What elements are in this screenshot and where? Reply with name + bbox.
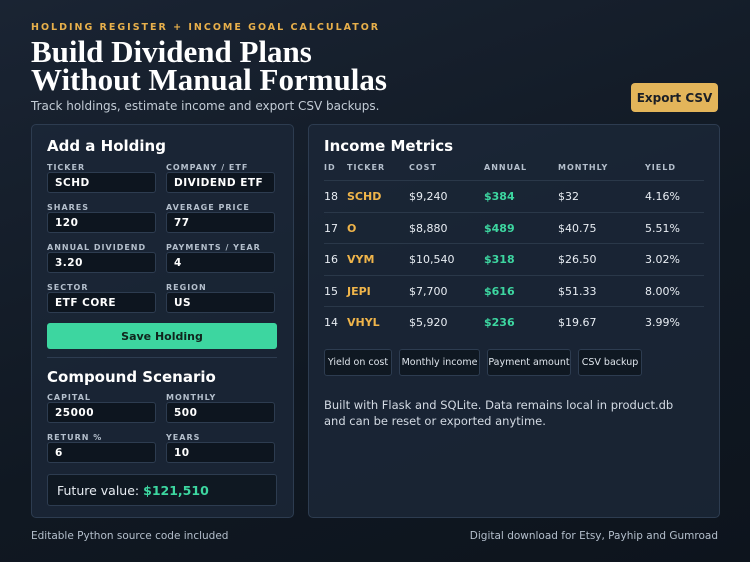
- metric-tab[interactable]: Yield on cost: [324, 349, 392, 376]
- field-input[interactable]: US: [166, 292, 275, 313]
- save-button[interactable]: Save Holding: [47, 323, 277, 349]
- table-cell: 16: [324, 253, 338, 266]
- table-cell: $7,700: [409, 284, 448, 298]
- field-label: MONTHLY: [166, 393, 217, 402]
- metric-tab[interactable]: Payment amount: [487, 349, 571, 376]
- field-label: SECTOR: [47, 283, 89, 292]
- field-input[interactable]: 77: [166, 212, 275, 233]
- row-divider: [324, 274, 704, 276]
- table-cell: O: [347, 221, 357, 235]
- table-cell: JEPI: [347, 284, 371, 298]
- table-cell: 3.99%: [645, 316, 680, 329]
- field-input[interactable]: 120: [47, 212, 156, 233]
- column-header: COST: [409, 163, 437, 172]
- table-cell: $10,540: [409, 253, 455, 266]
- result-box: Future value: $121,510: [47, 474, 277, 506]
- title-line: Without Manual Formulas: [31, 62, 387, 97]
- row-divider: [324, 243, 704, 244]
- field-label: COMPANY / ETF: [166, 163, 249, 172]
- field-input[interactable]: ETF CORE: [47, 292, 156, 313]
- field-input[interactable]: 6: [47, 442, 156, 463]
- table-cell: $489: [484, 221, 515, 235]
- field-label: ANNUAL DIVIDEND: [47, 243, 147, 252]
- field-input[interactable]: 25000: [47, 402, 156, 423]
- field-label: REGION: [166, 283, 207, 292]
- table-cell: $32: [558, 190, 579, 203]
- table-cell: VHYL: [347, 316, 380, 329]
- export-button[interactable]: Export CSV: [631, 83, 718, 112]
- column-header: ID: [324, 163, 336, 172]
- column-header: TICKER: [347, 163, 386, 172]
- field-label: SHARES: [47, 203, 90, 212]
- table-cell: 5.51%: [645, 221, 680, 235]
- field-label: RETURN %: [47, 433, 103, 442]
- field-input[interactable]: 4: [166, 252, 275, 273]
- table-cell: SCHD: [347, 190, 382, 203]
- metric-tab[interactable]: CSV backup: [578, 349, 642, 376]
- column-header: MONTHLY: [558, 163, 609, 172]
- row-divider: [324, 211, 704, 213]
- result-label: Future value:: [57, 482, 140, 498]
- table-cell: $5,920: [409, 316, 448, 329]
- form-title: Add a Holding: [47, 137, 166, 155]
- table-cell: 4.16%: [645, 190, 680, 203]
- divider: [47, 357, 277, 358]
- result-value: $121,510: [143, 482, 209, 498]
- field-input[interactable]: DIVIDEND ETF: [166, 172, 275, 193]
- table-cell: 18: [324, 190, 338, 203]
- table-cell: $9,240: [409, 190, 448, 203]
- note: Built with Flask and SQLite. Data remain…: [324, 398, 674, 428]
- metric-tab[interactable]: Monthly income: [399, 349, 480, 376]
- footer-right: Digital download for Etsy, Payhip and Gu…: [469, 530, 718, 542]
- row-divider: [324, 306, 704, 307]
- field-label: TICKER: [47, 163, 86, 172]
- field-label: CAPITAL: [47, 393, 92, 402]
- table-cell: $616: [484, 284, 515, 298]
- subtitle: Track holdings, estimate income and expo…: [31, 99, 380, 113]
- compound-title: Compound Scenario: [47, 368, 216, 386]
- eyebrow: HOLDING REGISTER + INCOME GOAL CALCULATO…: [31, 22, 381, 33]
- metrics-panel: [308, 124, 720, 518]
- title-line: Build Dividend Plans: [31, 34, 312, 69]
- table-cell: 15: [324, 284, 338, 298]
- table-cell: $384: [484, 190, 515, 203]
- field-input[interactable]: SCHD: [47, 172, 156, 193]
- table-cell: 3.02%: [645, 253, 680, 266]
- table-cell: VYM: [347, 253, 375, 266]
- field-label: AVERAGE PRICE: [166, 203, 250, 212]
- table-cell: $236: [484, 316, 515, 329]
- table-cell: $40.75: [558, 221, 597, 235]
- table-cell: 14: [324, 316, 338, 329]
- field-label: YEARS: [166, 433, 201, 442]
- table-cell: $318: [484, 253, 515, 266]
- field-input[interactable]: 10: [166, 442, 275, 463]
- column-header: YIELD: [645, 163, 676, 172]
- footer-left: Editable Python source code included: [31, 530, 229, 542]
- field-input[interactable]: 500: [166, 402, 275, 423]
- field-input[interactable]: 3.20: [47, 252, 156, 273]
- row-divider: [324, 180, 704, 181]
- field-label: PAYMENTS / YEAR: [166, 243, 261, 252]
- table-cell: $51.33: [558, 284, 597, 298]
- column-header: ANNUAL: [484, 163, 528, 172]
- table-cell: $26.50: [558, 253, 597, 266]
- table-cell: $19.67: [558, 316, 597, 329]
- table-cell: $8,880: [409, 221, 448, 235]
- table-cell: 8.00%: [645, 284, 680, 298]
- table-cell: 17: [324, 221, 338, 235]
- metrics-title: Income Metrics: [324, 137, 454, 155]
